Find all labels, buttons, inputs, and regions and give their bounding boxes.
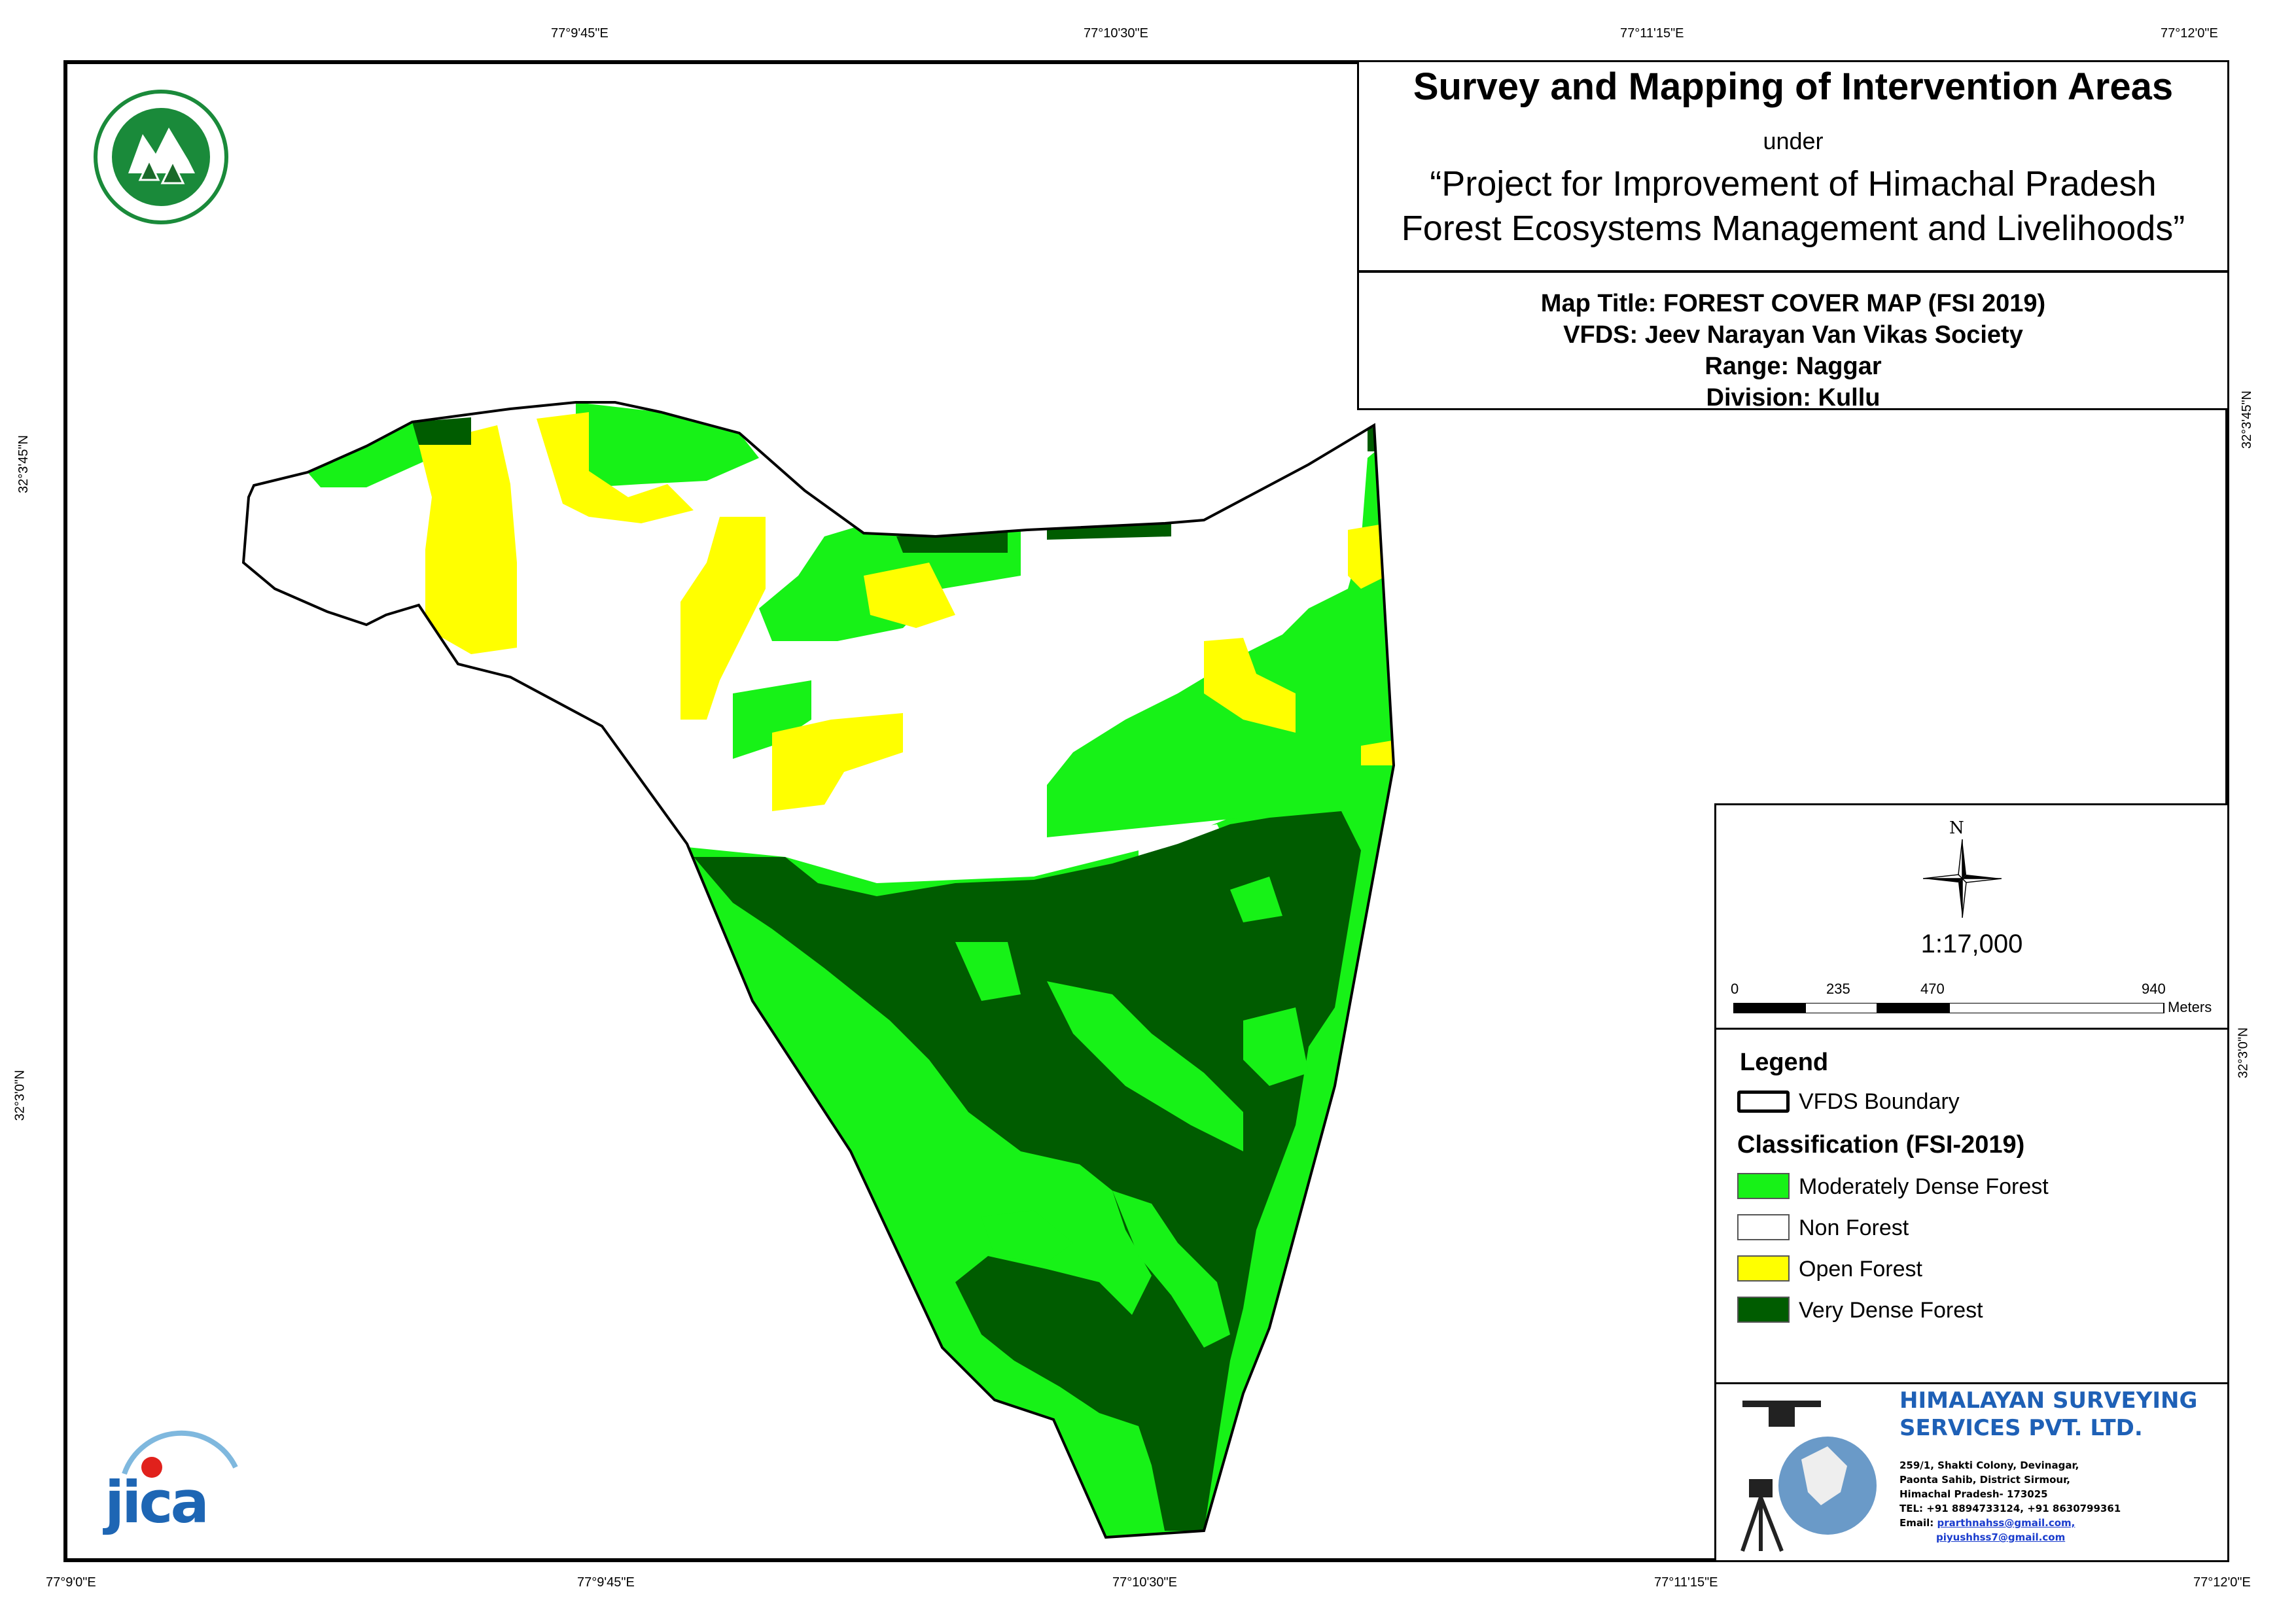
title-divider — [1359, 270, 2227, 273]
north-label: N — [1949, 818, 1964, 838]
top-tick-1: 77°9'45"E — [551, 26, 609, 41]
email-link-1[interactable]: prarthnahss@gmail.com, — [1937, 1517, 2075, 1529]
of-swatch — [1737, 1255, 1790, 1282]
email-label: Email: — [1899, 1517, 1937, 1529]
email-link-2[interactable]: piyushhss7@gmail.com — [1936, 1531, 2066, 1543]
vfds-name: VFDS: Jeev Narayan Van Vikas Society — [1563, 321, 2023, 349]
jica-text: jica — [105, 1469, 209, 1536]
company-name-2: SERVICES PVT. LTD. — [1899, 1415, 2143, 1441]
legend-divider — [1716, 1028, 2227, 1030]
bottom-tick-1: 77°9'0"E — [46, 1575, 96, 1590]
company-tel: TEL: +91 8894733124, +91 8630799361 — [1899, 1503, 2121, 1514]
project-line-1: “Project for Improvement of Himachal Pra… — [1430, 164, 2157, 203]
jica-logo-icon: jica — [105, 1428, 245, 1546]
vfds-boundary — [241, 401, 1396, 1539]
nf-label: Non Forest — [1799, 1215, 1909, 1240]
mdf-swatch — [1737, 1173, 1790, 1199]
boundary-label: VFDS Boundary — [1799, 1089, 1960, 1114]
scale-tick-470: 470 — [1920, 981, 1945, 997]
boundary-swatch — [1737, 1091, 1790, 1113]
bottom-tick-4: 77°11'15"E — [1654, 1575, 1718, 1590]
north-arrow-icon — [1923, 839, 2002, 918]
company-addr-1: 259/1, Shakti Colony, Devinagar, — [1899, 1459, 2079, 1471]
top-tick-2: 77°10'30"E — [1084, 26, 1148, 41]
hp-forest-logo-icon — [94, 90, 228, 224]
title-box: Survey and Mapping of Intervention Areas… — [1357, 60, 2229, 413]
vdf-label: Very Dense Forest — [1799, 1298, 1983, 1323]
company-name-1: HIMALAYAN SURVEYING — [1899, 1387, 2198, 1414]
project-line-2: Forest Ecosystems Management and Livelih… — [1401, 209, 2185, 248]
scale-unit: Meters — [2168, 999, 2212, 1015]
top-tick-3: 77°11'15"E — [1620, 26, 1684, 41]
nf-swatch — [1737, 1214, 1790, 1240]
scale-bar — [1733, 1003, 2164, 1013]
bottom-tick-3: 77°10'30"E — [1112, 1575, 1177, 1590]
mdf-label: Moderately Dense Forest — [1799, 1174, 2049, 1199]
company-email-row: Email: prarthnahss@gmail.com, — [1899, 1517, 2075, 1529]
scale-tick-940: 940 — [2142, 981, 2166, 997]
vdf-swatch — [1737, 1297, 1790, 1323]
company-addr-2: Paonta Sahib, District Sirmour, — [1899, 1474, 2070, 1486]
legend-title: Legend — [1740, 1049, 1829, 1076]
legend-panel: N 1:17,000 0 235 470 940 Meters Legend V… — [1714, 803, 2229, 1562]
bottom-tick-5: 77°12'0"E — [2193, 1575, 2251, 1590]
project-title: “Project for Improvement of Himachal Pra… — [1359, 162, 2227, 251]
top-tick-4: 77°12'0"E — [2161, 26, 2218, 41]
scale-ratio: 1:17,000 — [1920, 930, 2023, 958]
of-label: Open Forest — [1799, 1257, 1922, 1282]
surveyor-globe-icon — [1740, 1401, 1877, 1552]
under-text: under — [1763, 128, 1824, 154]
company-email-row-2: piyushhss7@gmail.com — [1936, 1531, 2065, 1543]
scale-tick-0: 0 — [1731, 981, 1739, 997]
classification-title: Classification (FSI-2019) — [1737, 1131, 2025, 1159]
bottom-tick-2: 77°9'45"E — [577, 1575, 635, 1590]
company-divider — [1716, 1382, 2227, 1384]
map-info: Map Title: FOREST COVER MAP (FSI 2019) V… — [1359, 288, 2227, 413]
range-name: Range: Naggar — [1704, 353, 1882, 380]
division-name: Division: Kullu — [1706, 384, 1881, 411]
scale-tick-235: 235 — [1826, 981, 1850, 997]
map-title: Map Title: FOREST COVER MAP (FSI 2019) — [1540, 290, 2046, 317]
company-addr-3: Himachal Pradesh- 173025 — [1899, 1488, 2048, 1500]
main-title: Survey and Mapping of Intervention Areas — [1413, 65, 2174, 108]
